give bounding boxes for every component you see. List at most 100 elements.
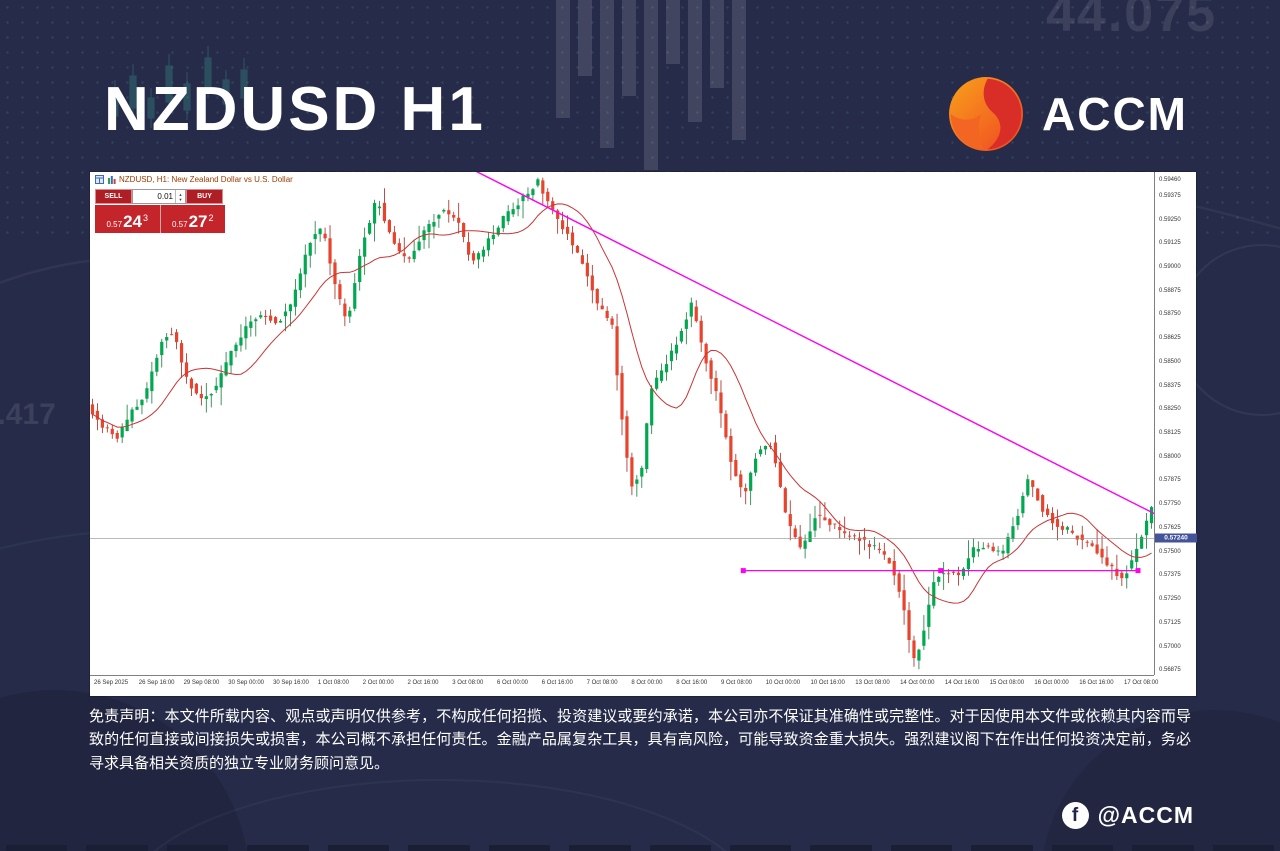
- ticker-box: [408, 845, 470, 851]
- time-axis-label: 30 Sep 00:00: [228, 680, 264, 686]
- price-axis-label: 0.57000: [1159, 643, 1181, 650]
- price-axis-label: 0.57125: [1159, 619, 1181, 626]
- lot-size-value[interactable]: 0.01: [157, 192, 173, 201]
- ma-line: [92, 203, 1152, 604]
- time-axis-label: 30 Sep 16:00: [273, 680, 309, 686]
- brand: ACCM: [944, 72, 1188, 156]
- ticker-box: [166, 845, 229, 851]
- time-axis-label: 17 Oct 08:00: [1124, 680, 1159, 686]
- price-axis[interactable]: 0.57240 0.59460 0.59375 0.59250 0.59125 0.59…: [1154, 172, 1197, 675]
- ticker-box: [649, 845, 711, 851]
- price-axis-label: 0.58375: [1159, 382, 1181, 389]
- time-axis-label: 26 Sep 2025: [94, 680, 129, 686]
- time-axis-label: 3 Oct 08:00: [452, 680, 484, 686]
- chart-header: NZDUSD, H1: New Zealand Dollar vs U.S. D…: [95, 175, 293, 184]
- trendline: [475, 172, 1154, 515]
- time-axis-label: 16 Oct 16:00: [1079, 680, 1114, 686]
- time-axis-label: 10 Oct 00:00: [765, 680, 801, 686]
- bg-watermark-number: 28.417: [0, 398, 56, 431]
- price-axis-label: 0.57500: [1159, 548, 1181, 555]
- time-axis-label: 6 Oct 00:00: [497, 680, 529, 686]
- price-axis-label: 0.59375: [1159, 192, 1181, 199]
- buy-button[interactable]: BUY: [186, 189, 223, 204]
- lot-spinner[interactable]: ▲ ▼: [175, 190, 185, 203]
- price-axis-label: 0.59125: [1159, 240, 1181, 247]
- price-axis-label: 0.57375: [1159, 572, 1181, 579]
- ticker-box: [1051, 845, 1114, 851]
- sell-price-prefix: 0.57: [106, 220, 123, 229]
- buy-quote[interactable]: 0.57 27 2: [161, 205, 226, 233]
- ticker-box: [729, 845, 792, 851]
- price-axis-label: 0.56875: [1159, 667, 1181, 674]
- lot-size-field[interactable]: 0.01 ▲ ▼: [132, 189, 186, 204]
- candlestick-chart[interactable]: [90, 172, 1154, 675]
- time-axis-label: 2 Oct 00:00: [362, 680, 394, 686]
- chart-plot-area[interactable]: NZDUSD, H1: New Zealand Dollar vs U.S. D…: [90, 172, 1154, 675]
- time-axis[interactable]: 26 Sep 2025 26 Sep 16:00 29 Sep 08:00 30 Se…: [90, 675, 1158, 697]
- facebook-icon: f: [1061, 802, 1089, 829]
- quote-display: 0.57 24 3 0.57 27 2: [95, 205, 225, 233]
- sell-button[interactable]: SELL: [95, 189, 132, 204]
- time-axis-label: 14 Oct 00:00: [900, 680, 935, 686]
- sell-price-sup: 3: [142, 213, 148, 223]
- social-handle-text: @ACCM: [1097, 802, 1194, 828]
- trading-chart-window: NZDUSD, H1: New Zealand Dollar vs U.S. D…: [90, 172, 1197, 697]
- price-axis-label: 0.57875: [1159, 477, 1181, 484]
- price-axis-label: 0.59000: [1159, 263, 1181, 270]
- ticker-box: [327, 845, 390, 851]
- bg-watermark-number: 44.075: [1046, 0, 1218, 43]
- time-axis-label: 8 Oct 00:00: [631, 680, 663, 686]
- line-handle: [1135, 568, 1141, 574]
- price-axis-label: 0.58250: [1159, 406, 1181, 413]
- bars-icon: [108, 176, 116, 184]
- price-axis-label: 0.58875: [1159, 287, 1181, 294]
- time-axis-label: 26 Sep 16:00: [138, 680, 175, 686]
- disclaimer-text: 免责声明：本文件所载内容、观点或声明仅供参考，不构成任何招揽、投资建议或要约承诺…: [89, 708, 1191, 772]
- line-handle: [740, 568, 746, 574]
- sell-quote[interactable]: 0.57 24 3: [95, 205, 160, 233]
- time-axis-label: 9 Oct 08:00: [721, 680, 753, 686]
- window-icon: [95, 175, 104, 184]
- buy-price-sup: 2: [208, 213, 214, 223]
- price-axis-label: 0.59250: [1159, 216, 1181, 223]
- time-axis-label: 1 Oct 08:00: [317, 680, 349, 686]
- price-axis-label: 0.58750: [1159, 311, 1181, 318]
- time-axis-label: 15 Oct 08:00: [989, 680, 1025, 686]
- chart-title: NZDUSD, H1: New Zealand Dollar vs U.S. D…: [119, 175, 293, 184]
- ticker-box: [1212, 845, 1274, 851]
- ticker-box: [890, 845, 953, 851]
- page-title: NZDUSD H1: [104, 75, 486, 144]
- price-axis-label: 0.58125: [1159, 430, 1181, 436]
- time-axis-label: 2 Oct 16:00: [407, 680, 439, 686]
- one-click-trade-panel: SELL 0.01 ▲ ▼ BUY 0.57 24 3 0.57: [95, 189, 225, 233]
- time-axis-label: 16 Oct 00:00: [1034, 680, 1069, 686]
- accm-logo-icon: [949, 77, 1023, 151]
- ticker-box: [6, 845, 68, 851]
- ticker-box: [971, 845, 1033, 851]
- buy-price-big: 27: [188, 212, 208, 231]
- time-axis-label: 10 Oct 16:00: [810, 680, 845, 686]
- price-axis-label: 0.58500: [1159, 358, 1181, 365]
- sell-price-big: 24: [123, 212, 142, 231]
- price-axis-label: 0.59460: [1159, 176, 1181, 183]
- time-axis-label: 7 Oct 08:00: [586, 680, 618, 686]
- ticker-box: [810, 845, 872, 851]
- price-axis-label: 0.57625: [1159, 524, 1181, 531]
- brand-name: ACCM: [1042, 88, 1188, 140]
- ticker-box: [488, 845, 551, 851]
- current-price-badge: 0.57240: [1155, 533, 1197, 543]
- time-axis-label: 6 Oct 16:00: [541, 680, 573, 686]
- ticker-box: [247, 845, 309, 851]
- bottom-ticker-strip: [6, 845, 1274, 851]
- time-axis-label: 8 Oct 16:00: [676, 680, 708, 686]
- price-axis-label: 0.57750: [1159, 501, 1181, 508]
- quote-divider: [159, 205, 161, 233]
- buy-price-prefix: 0.57: [171, 220, 188, 229]
- spinner-down-icon[interactable]: ▼: [178, 196, 183, 202]
- spinner-up-icon[interactable]: ▲: [178, 191, 183, 197]
- price-axis-label: 0.58000: [1159, 453, 1181, 460]
- ticker-box: [1132, 845, 1194, 851]
- time-axis-label: 29 Sep 08:00: [183, 680, 220, 686]
- social-handle: f @ACCM: [1061, 802, 1194, 829]
